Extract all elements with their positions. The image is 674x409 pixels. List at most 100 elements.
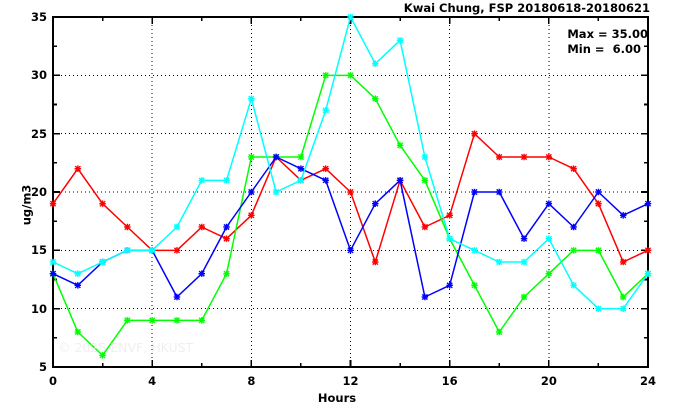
data-point-marker [148,317,156,324]
data-point-marker [644,270,652,277]
data-point-marker [223,270,230,277]
y-tick-label: 10 [30,301,47,316]
y-tick-label: 20 [30,185,47,199]
data-point-marker [99,258,106,266]
data-point-marker [248,188,255,196]
data-point-marker [595,188,602,196]
data-point-marker [198,177,205,184]
data-point-marker [520,153,528,161]
data-point-marker [570,165,577,172]
y-tick-label: 5 [38,360,47,374]
data-point-marker [545,235,553,242]
data-point-marker [272,188,280,196]
data-point-marker [49,270,57,277]
data-point-marker [446,235,453,242]
data-point-marker [248,153,255,161]
data-point-marker [173,293,181,301]
data-point-marker [570,247,577,254]
data-point-marker [223,235,230,242]
y-tick-label: 35 [30,10,47,24]
data-point-marker [347,188,354,196]
data-point-marker [148,247,156,254]
data-point-marker [124,317,131,324]
data-point-marker [570,282,577,289]
data-point-marker [74,165,82,172]
data-point-marker [421,177,429,184]
min-value-label: Min = 6.00 [567,42,641,56]
data-point-marker [297,153,305,161]
y-tick-label: 25 [30,126,47,141]
data-point-marker [644,247,652,254]
data-point-marker [347,247,354,254]
data-point-marker [297,177,305,184]
data-point-marker [173,223,181,231]
data-point-marker [248,212,255,219]
data-point-marker [223,223,230,231]
data-point-marker [496,153,503,161]
data-point-marker [74,270,82,277]
data-point-marker [198,223,205,231]
data-point-marker [223,177,230,184]
data-point-marker [124,223,131,231]
data-point-marker [198,270,205,277]
data-point-marker [99,352,106,359]
axis-ticks [52,16,649,368]
data-point-marker [322,165,329,172]
data-point-marker [421,153,429,161]
data-point-marker [297,165,305,172]
data-point-marker [644,200,652,207]
data-point-marker [496,188,503,196]
data-point-marker [372,95,379,102]
data-point-marker [173,247,181,254]
data-point-marker [372,60,379,67]
data-point-marker [347,13,354,21]
data-point-marker [496,258,503,266]
data-point-marker [570,223,577,231]
data-point-marker [520,293,528,301]
data-point-marker [372,258,379,266]
data-point-marker [421,293,429,301]
y-tick-label: 15 [30,243,47,258]
x-axis-label: Hours [317,391,357,405]
data-point-marker [619,305,627,312]
x-tick-label: 24 [639,374,657,388]
data-point-marker [619,258,627,266]
data-series-day3 [49,153,652,301]
data-point-marker [595,200,602,207]
data-point-marker [446,212,453,219]
stats-annotation-box: Max = 35.00 Min = 6.00 [567,27,648,57]
data-point-marker [545,153,553,161]
data-point-marker [198,317,205,324]
data-point-marker [446,282,453,289]
data-point-marker [545,270,553,277]
data-point-marker [421,223,429,231]
data-point-marker [471,247,478,254]
data-point-marker [471,282,478,289]
data-point-marker [99,200,106,207]
data-point-marker [471,188,478,196]
data-point-marker [124,247,131,254]
x-tick-label: 8 [247,374,256,388]
x-tick-label: 0 [48,374,58,388]
data-point-marker [396,177,404,184]
data-point-marker [248,95,255,102]
data-point-marker [322,107,329,114]
chart-title: Kwai Chung, FSP 20180618-20180621 [403,1,650,15]
data-point-marker [619,212,627,219]
y-tick-label: 30 [30,68,47,83]
data-point-marker [396,37,404,44]
data-point-marker [396,142,404,149]
data-point-marker [272,153,280,161]
data-point-marker [173,317,181,324]
x-tick-label: 4 [148,374,157,388]
x-tick-label: 20 [540,374,557,388]
data-point-marker [619,293,627,301]
x-tick-label: 16 [441,374,458,388]
data-point-marker [496,328,503,336]
x-tick-label: 12 [342,374,359,388]
data-point-marker [595,305,602,312]
data-point-marker [49,258,57,266]
data-series-day4 [49,13,652,312]
